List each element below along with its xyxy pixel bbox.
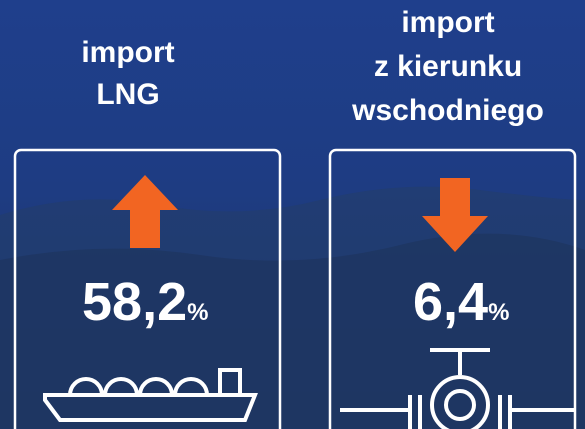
panel-title: import [81, 36, 174, 69]
panel-value: 58,2% [82, 272, 208, 332]
panel-title: import [401, 6, 494, 39]
arrow-down [422, 178, 488, 252]
value: 6,4 [413, 272, 488, 332]
panel-title: z kierunku [374, 50, 522, 83]
arrow-up [112, 175, 178, 248]
ship-icon [43, 368, 258, 422]
panel-frame [13, 148, 282, 429]
panel-title: LNG [96, 78, 159, 111]
panel-frame [328, 148, 577, 429]
unit: % [187, 299, 208, 326]
value: 58,2 [82, 272, 187, 332]
panel-title: wschodniego [351, 94, 544, 127]
panel-value: 6,4% [413, 272, 509, 332]
valve-icon [340, 348, 575, 429]
unit: % [488, 299, 509, 326]
